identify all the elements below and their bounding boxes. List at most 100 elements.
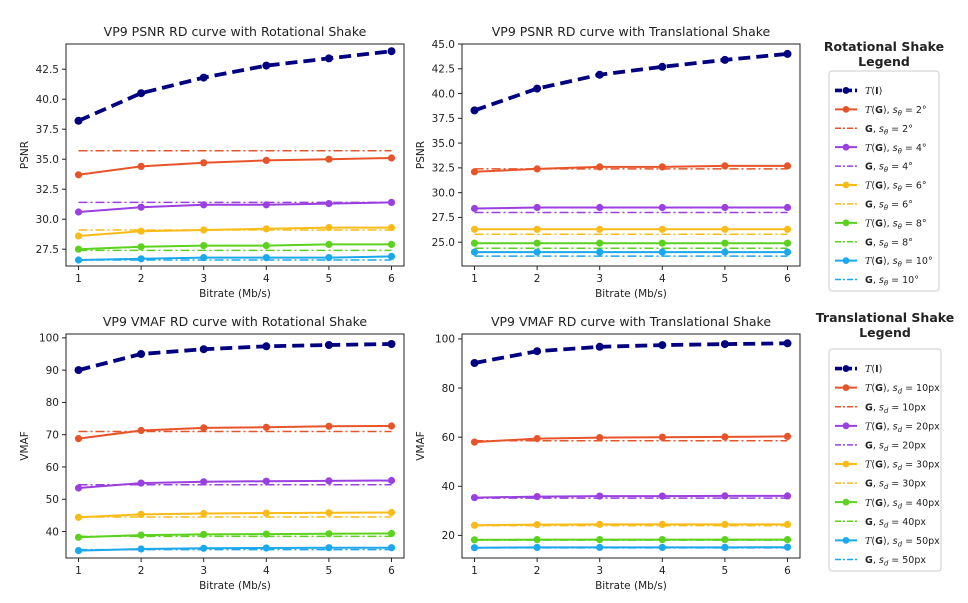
- data-point: [200, 201, 208, 209]
- series-line-10: [78, 255, 392, 261]
- legend-entry: T(G), sd = 30px: [835, 460, 940, 473]
- legend-marker: [842, 498, 850, 506]
- data-point: [387, 529, 396, 538]
- y-tick-label: 60: [46, 462, 59, 474]
- legend-entry: T(G), sθ = 4°: [835, 143, 927, 155]
- legend-entry: G, sθ = 6°: [835, 200, 913, 212]
- data-point: [470, 544, 479, 552]
- x-tick-label: 4: [659, 565, 666, 577]
- data-point: [658, 520, 666, 529]
- chart-title: VP9 VMAF RD curve with Rotational Shake: [103, 314, 368, 329]
- legend-entry: G, sd = 10px: [835, 402, 926, 415]
- series-line-2: [474, 435, 788, 444]
- y-tick-label: 60: [442, 432, 455, 444]
- data-point: [74, 245, 83, 253]
- data-point: [137, 89, 146, 98]
- y-tick-label: 35.0: [36, 154, 59, 166]
- data-point: [533, 543, 541, 552]
- data-point: [721, 543, 729, 552]
- data-point: [658, 203, 666, 212]
- x-tick-label: 5: [722, 273, 729, 285]
- legend-entry: T(G), sd = 50px: [835, 536, 940, 548]
- series-line-1: [77, 49, 392, 123]
- data-point: [137, 479, 145, 487]
- data-point: [324, 54, 333, 63]
- x-tick-label: 3: [200, 565, 207, 577]
- data-point: [658, 341, 667, 350]
- data-point: [262, 423, 270, 431]
- data-point: [137, 426, 145, 435]
- data-point: [721, 492, 729, 500]
- data-point: [74, 256, 83, 264]
- y-tick-label: 42.5: [36, 64, 59, 76]
- legend-label: T(G), sd = 20px: [865, 421, 940, 434]
- legend-label: G, sθ = 2°: [865, 124, 913, 137]
- y-tick-label: 37.5: [36, 124, 59, 136]
- data-point: [533, 225, 541, 233]
- data-point: [470, 204, 479, 213]
- legend-entry: T(G), sd = 10px: [835, 383, 940, 396]
- legend-entry: T(G), sθ = 2°: [835, 105, 927, 118]
- data-point: [262, 509, 270, 517]
- chart-panel-2: VP9 PSNR RD curve with Translational Sha…: [415, 24, 801, 300]
- y-tick-label: 30.0: [432, 187, 455, 199]
- series-line-1: [473, 52, 788, 113]
- series-group: [74, 47, 396, 264]
- y-tick-label: 40: [46, 526, 59, 538]
- data-point: [262, 254, 270, 262]
- legend-label: G, sθ = 4°: [865, 162, 913, 175]
- data-point: [387, 240, 396, 248]
- x-tick-label: 5: [326, 565, 333, 577]
- legend-label: T(G), sθ = 2°: [865, 105, 927, 118]
- legend-entry: G, sd = 50px: [835, 555, 926, 568]
- data-point: [470, 106, 479, 115]
- data-point: [137, 162, 145, 170]
- x-tick-label: 6: [388, 273, 395, 285]
- data-point: [262, 544, 270, 552]
- data-point: [658, 248, 666, 256]
- legend-label: T(G), sd = 10px: [865, 383, 940, 396]
- data-point: [137, 203, 145, 211]
- data-point: [721, 239, 729, 247]
- data-point: [387, 422, 396, 430]
- series-line-4: [474, 494, 788, 499]
- data-point: [533, 165, 541, 173]
- series-line-4: [474, 206, 788, 210]
- legend-label: T(G), sd = 30px: [865, 460, 940, 473]
- y-tick-label: 32.5: [36, 184, 59, 196]
- y-tick-label: 80: [442, 383, 455, 395]
- data-point: [200, 530, 208, 539]
- data-point: [74, 484, 83, 492]
- legend-marker: [842, 219, 850, 227]
- data-point: [74, 208, 83, 216]
- data-point: [783, 203, 792, 212]
- data-point: [783, 225, 792, 233]
- data-point: [470, 239, 479, 247]
- data-point: [658, 536, 666, 544]
- x-tick-label: 3: [596, 273, 603, 285]
- series-line-1: [474, 341, 788, 365]
- legend-label: G, sd = 20px: [865, 441, 926, 454]
- data-point: [325, 254, 333, 262]
- y-axis-label: VMAF: [19, 431, 31, 460]
- y-tick-label: 25.0: [432, 237, 455, 249]
- legend-label: T(I): [865, 86, 882, 97]
- data-point: [74, 171, 83, 179]
- chart-panel-3: VP9 VMAF RD curve with Rotational Shake 1…: [19, 314, 405, 592]
- data-point: [199, 345, 208, 354]
- y-tick-label: 30.0: [36, 214, 59, 226]
- data-point: [74, 533, 83, 541]
- data-point: [783, 543, 792, 551]
- data-point: [533, 84, 542, 93]
- x-tick-label: 4: [263, 273, 270, 285]
- data-point: [721, 248, 729, 256]
- data-point: [533, 435, 541, 443]
- legend-label: G, sθ = 8°: [865, 237, 913, 250]
- legend-marker: [842, 105, 850, 113]
- data-point: [137, 545, 145, 553]
- y-tick-label: 32.5: [432, 163, 455, 175]
- y-tick-label: 20: [442, 530, 455, 542]
- data-point: [325, 509, 333, 517]
- y-tick-label: 40.0: [36, 94, 59, 106]
- data-point: [325, 530, 333, 538]
